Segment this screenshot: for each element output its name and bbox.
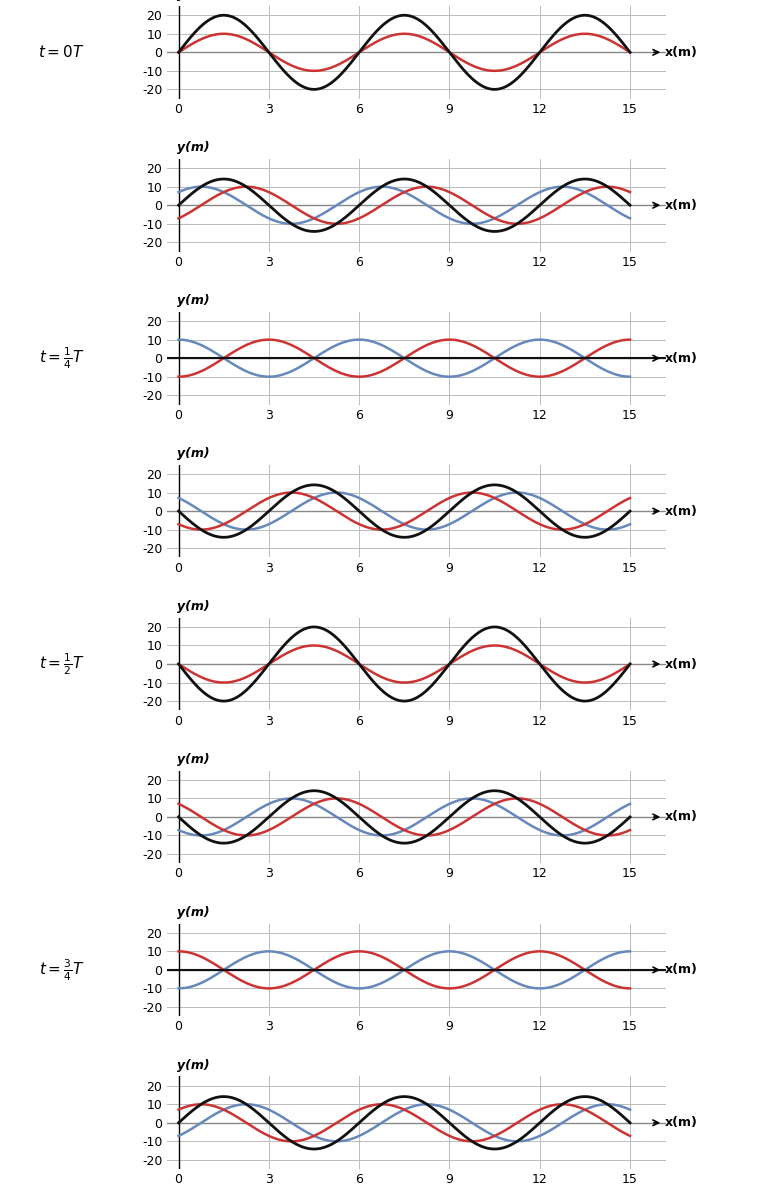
Text: x(m): x(m)	[665, 964, 697, 976]
Text: $t = 0T$: $t = 0T$	[39, 44, 85, 61]
Text: y(m): y(m)	[177, 447, 210, 460]
Text: $t = \frac{3}{4}T$: $t = \frac{3}{4}T$	[39, 957, 85, 983]
Text: y(m): y(m)	[177, 295, 210, 307]
Text: y(m): y(m)	[177, 905, 210, 919]
Text: x(m): x(m)	[665, 352, 697, 365]
Text: y(m): y(m)	[177, 600, 210, 613]
Text: x(m): x(m)	[665, 45, 697, 58]
Text: y(m): y(m)	[177, 0, 210, 1]
Text: x(m): x(m)	[665, 1117, 697, 1130]
Text: y(m): y(m)	[177, 753, 210, 766]
Text: x(m): x(m)	[665, 199, 697, 211]
Text: y(m): y(m)	[177, 141, 210, 154]
Text: x(m): x(m)	[665, 505, 697, 518]
Text: x(m): x(m)	[665, 657, 697, 670]
Text: x(m): x(m)	[665, 810, 697, 823]
Text: $t = \frac{1}{2}T$: $t = \frac{1}{2}T$	[39, 651, 85, 676]
Text: $t = \frac{1}{4}T$: $t = \frac{1}{4}T$	[39, 346, 85, 371]
Text: y(m): y(m)	[177, 1059, 210, 1071]
